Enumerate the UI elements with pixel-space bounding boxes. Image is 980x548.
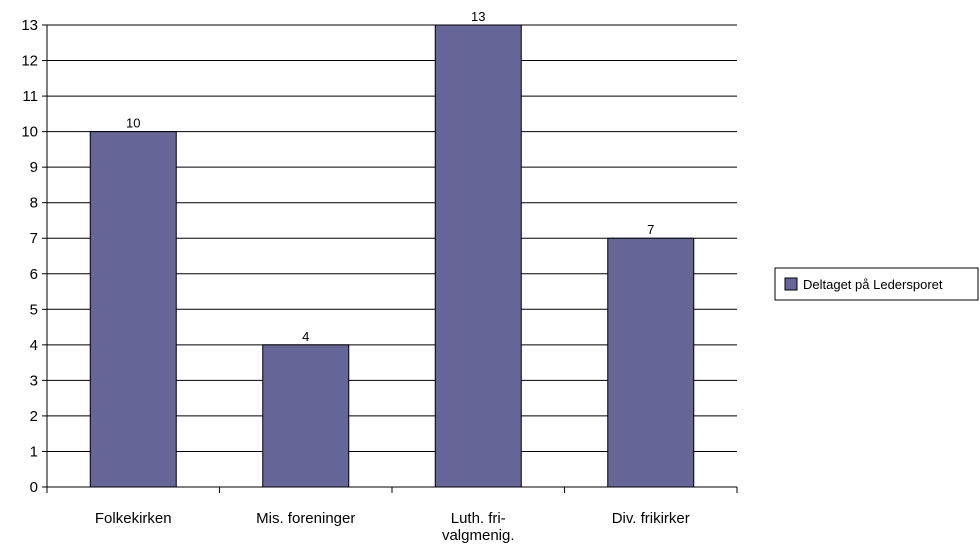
legend: Deltaget på Ledersporet: [774, 267, 979, 301]
y-tick-label: 9: [30, 159, 38, 176]
x-tick-label: Folkekirken: [95, 510, 172, 527]
bar: [434, 24, 522, 488]
data-labels: 10 4 13 7: [126, 9, 654, 344]
data-label: 7: [647, 222, 654, 237]
y-tick-label: 8: [30, 195, 38, 212]
data-label: 10: [126, 116, 140, 131]
x-tick-label: Luth. fri-: [451, 510, 506, 527]
y-tick-label: 2: [30, 408, 38, 425]
y-tick-label: 11: [22, 88, 38, 105]
data-label: 13: [471, 9, 485, 24]
bar: [89, 131, 177, 488]
y-tick-label: 1: [30, 443, 38, 460]
x-tick-label: Div. frikirker: [612, 510, 690, 527]
bar: [262, 344, 350, 488]
x-tick-label: Mis. foreninger: [256, 510, 355, 527]
legend-box: [774, 267, 979, 301]
y-tick-label: 3: [30, 372, 38, 389]
x-axis-ticks: Folkekirken Mis. foreninger Luth. fri-valg…: [46, 487, 738, 544]
y-tick-label: 12: [21, 53, 38, 70]
legend-label: Deltaget på Ledersporet: [803, 277, 943, 292]
y-tick-label: 7: [30, 230, 38, 247]
y-tick-label: 5: [30, 301, 38, 318]
y-tick-label: 6: [30, 266, 38, 283]
y-tick-label: 13: [21, 17, 38, 34]
y-tick-label: 4: [30, 337, 38, 354]
y-tick-label: 10: [21, 124, 38, 141]
y-tick-label: 0: [30, 479, 38, 496]
x-tick-label: valgmenig.: [442, 527, 515, 544]
bar: [607, 237, 695, 488]
bars: [89, 24, 695, 488]
legend-swatch: [784, 277, 798, 291]
data-label: 4: [302, 329, 309, 344]
